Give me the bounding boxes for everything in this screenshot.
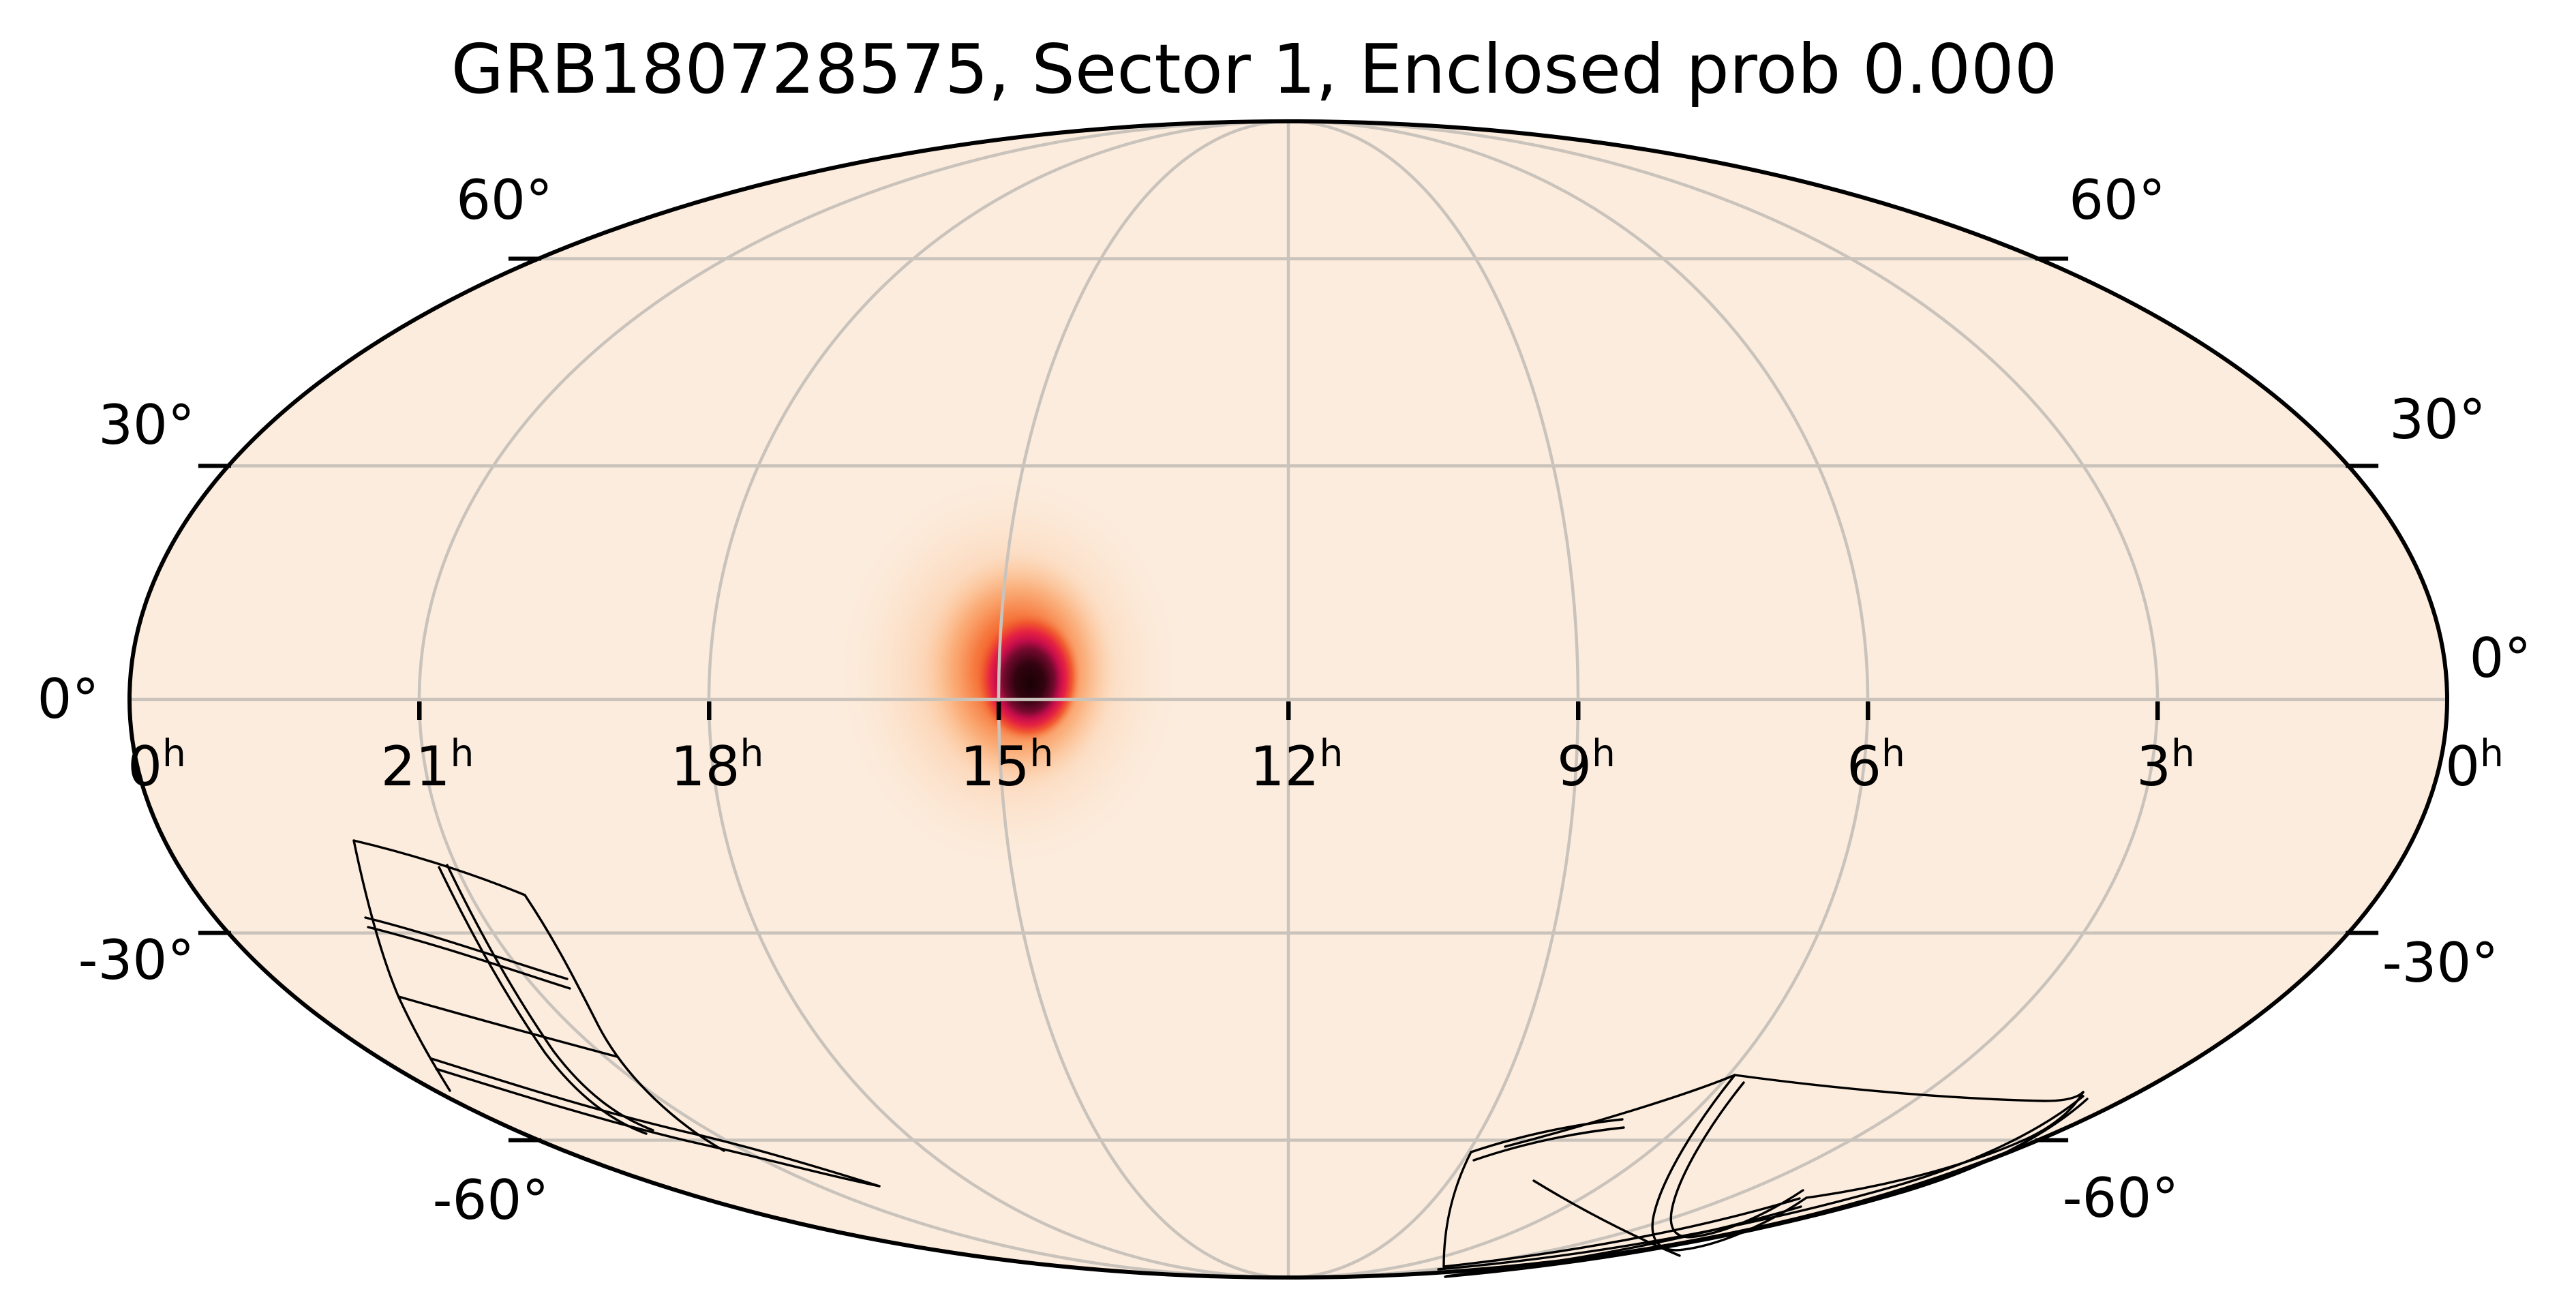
footprint-southwest-path-8 bbox=[430, 1057, 686, 1133]
footprint-south-path-10 bbox=[1437, 1095, 2085, 1271]
ra-tick-3 bbox=[997, 701, 1001, 720]
dec-tick-right-60 bbox=[2035, 256, 2069, 261]
map-layers: 0h 21h 18h 15h 12h 9h 6h 3h 0h 60° 30° 0° -30° -60° 60… bbox=[37, 119, 2532, 1280]
footprint-south-path-3 bbox=[1442, 1151, 1472, 1268]
dec-label-left-0: 0° bbox=[37, 667, 100, 731]
dec-label-right-30: 30° bbox=[2389, 388, 2486, 451]
ra-label-15h: 15h bbox=[960, 731, 1054, 798]
footprint-southwest-path-0 bbox=[352, 839, 526, 896]
dec-tick-right--60 bbox=[2035, 1138, 2069, 1143]
dec-label-left-30: 30° bbox=[98, 393, 195, 457]
dec-tick-right-30 bbox=[2346, 464, 2379, 468]
ra-label-0h: 0h bbox=[2445, 731, 2504, 798]
dec-tick-left--30 bbox=[198, 931, 231, 935]
ra-tick-6 bbox=[1866, 701, 1870, 720]
axis-ticks bbox=[198, 256, 2379, 1143]
ra-label-3h: 3h bbox=[2136, 731, 2195, 798]
plot-title: GRB180728575, Sector 1, Enclosed prob 0.… bbox=[451, 29, 2058, 109]
ra-label-21h: 21h bbox=[381, 731, 474, 798]
footprint-southwest-path-9 bbox=[435, 1068, 690, 1143]
dec-label-left-60: 60° bbox=[456, 168, 553, 232]
footprint-southwest-path-11 bbox=[687, 1140, 881, 1188]
footprint-south-path-0 bbox=[1504, 1074, 1736, 1148]
ra-tick-4 bbox=[1286, 701, 1291, 720]
footprint-southwest-path-5 bbox=[364, 916, 569, 980]
dec-label-left--30: -30° bbox=[78, 928, 195, 992]
dec-tick-right--30 bbox=[2346, 931, 2379, 935]
camera-footprints bbox=[352, 839, 2089, 1278]
dec-label-right-60: 60° bbox=[2069, 168, 2166, 232]
ra-label-12h: 12h bbox=[1250, 731, 1344, 798]
ra-tick-2 bbox=[707, 701, 712, 720]
footprint-southwest-path-6 bbox=[367, 926, 571, 990]
footprint-south-path-1 bbox=[1470, 1118, 1624, 1153]
dec-label-right--30: -30° bbox=[2382, 931, 2499, 995]
footprint-southwest-path-10 bbox=[683, 1130, 881, 1188]
footprint-south-path-2 bbox=[1472, 1126, 1625, 1162]
ra-label-0h: 0h bbox=[127, 731, 186, 798]
footprint-southwest-path-7 bbox=[397, 995, 618, 1058]
probability-blob bbox=[828, 464, 1189, 879]
ra-tick-5 bbox=[1576, 701, 1581, 720]
ra-label-9h: 9h bbox=[1557, 731, 1616, 798]
dec-label-right--60: -60° bbox=[2063, 1166, 2179, 1230]
footprint-south-path-9 bbox=[1805, 1091, 2085, 1199]
footprint-south-path-7 bbox=[1669, 1081, 1804, 1239]
dec-tick-left-30 bbox=[198, 464, 231, 468]
footprint-southwest-path-4 bbox=[446, 864, 654, 1132]
footprint-southwest-path-3 bbox=[438, 866, 648, 1135]
dec-label-left--60: -60° bbox=[433, 1168, 549, 1232]
ra-label-18h: 18h bbox=[671, 731, 764, 798]
footprint-south-path-4 bbox=[1442, 1197, 1801, 1268]
dec-tick-left-60 bbox=[508, 256, 541, 261]
ra-tick-7 bbox=[2155, 701, 2160, 720]
footprint-south-path-8 bbox=[1733, 1074, 2085, 1102]
map-outline bbox=[127, 119, 2449, 1280]
axis-labels: 0h 21h 18h 15h 12h 9h 6h 3h 0h 60° 30° 0° -30° -60° 60… bbox=[37, 168, 2532, 1232]
blob-core bbox=[974, 611, 1080, 742]
dec-label-right-0: 0° bbox=[2470, 626, 2532, 690]
ra-tick-1 bbox=[417, 701, 422, 720]
footprint-southwest-path-2 bbox=[524, 894, 725, 1152]
ra-label-6h: 6h bbox=[1847, 731, 1905, 798]
dec-tick-left--60 bbox=[508, 1138, 541, 1143]
